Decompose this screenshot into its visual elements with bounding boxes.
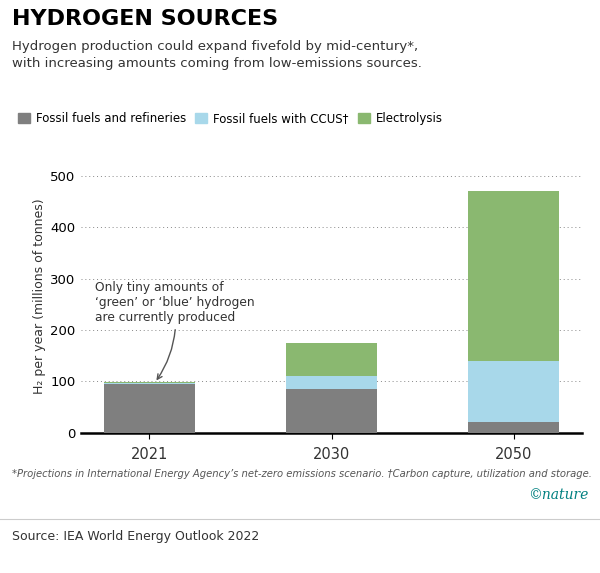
Bar [104,384,195,433]
Text: *Projections in International Energy Agency’s net-zero emissions scenario. †Carb: *Projections in International Energy Age… [12,469,592,478]
Legend: Fossil fuels and refineries, Fossil fuels with CCUS†, Electrolysis: Fossil fuels and refineries, Fossil fuel… [18,112,443,125]
Bar [104,383,195,384]
Bar [286,376,377,389]
Bar [468,422,559,433]
Text: Hydrogen production could expand fivefold by mid-century*,
with increasing amoun: Hydrogen production could expand fivefol… [12,40,422,70]
Y-axis label: H₂ per year (millions of tonnes): H₂ per year (millions of tonnes) [33,199,46,394]
Bar [468,361,559,422]
Text: Only tiny amounts of
‘green’ or ‘blue’ hydrogen
are currently produced: Only tiny amounts of ‘green’ or ‘blue’ h… [95,281,254,379]
Bar [104,382,195,383]
Bar [286,389,377,433]
Bar [286,343,377,376]
Bar [468,191,559,361]
Text: HYDROGEN SOURCES: HYDROGEN SOURCES [12,9,278,29]
Text: ©nature: ©nature [527,488,588,502]
Text: Source: IEA World Energy Outlook 2022: Source: IEA World Energy Outlook 2022 [12,530,259,543]
